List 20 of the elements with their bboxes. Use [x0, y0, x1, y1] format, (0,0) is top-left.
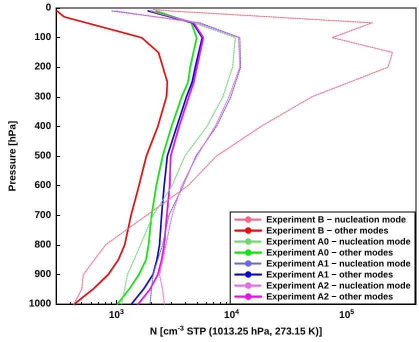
y-tick-label: 700 [34, 210, 52, 221]
legend-label: Experiment A0 − nucleation mode [266, 236, 411, 246]
y-tick-label: 800 [34, 239, 52, 250]
y-tick-label: 400 [34, 120, 52, 132]
y-tick-label: 1000 [28, 298, 52, 310]
legend-label: Experiment A2 − nucleation mode [266, 280, 411, 290]
legend-label: Experiment A0 − other modes [266, 248, 394, 258]
y-tick-label: 500 [34, 150, 52, 162]
legend-label: Experiment A2 − other modes [266, 292, 394, 302]
y-tick-label: 600 [34, 180, 52, 192]
legend-label: Experiment B − nucleation mode [266, 214, 406, 224]
y-tick-label: 0 [46, 2, 52, 14]
legend-label: Experiment B − other modes [266, 226, 389, 236]
legend-label: Experiment A1 − nucleation mode [266, 258, 411, 268]
y-axis-title: Pressure [hPa] [8, 120, 18, 192]
y-tick-label: 900 [34, 268, 52, 280]
y-tick-label: 300 [34, 91, 52, 102]
y-tick-label: 200 [34, 62, 52, 73]
legend-label: Experiment A1 − other modes [266, 270, 394, 280]
y-tick-label: 100 [34, 32, 52, 44]
